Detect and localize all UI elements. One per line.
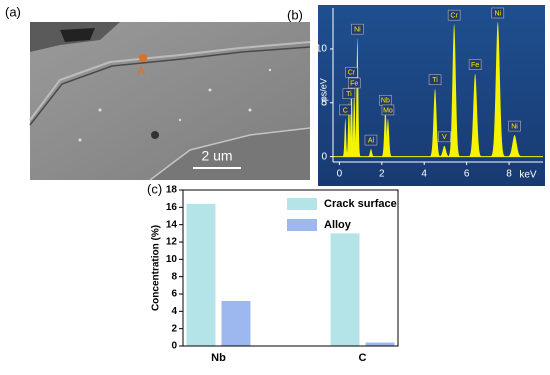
y-tick-label: 18 xyxy=(166,185,178,196)
peak xyxy=(345,102,353,157)
peak-label: Mo xyxy=(383,107,393,114)
x-tick-label: 0 xyxy=(337,169,343,180)
y-tick-label: 0 xyxy=(321,151,327,162)
legend-swatch xyxy=(287,198,317,210)
peak xyxy=(348,81,355,157)
legend-label: Alloy xyxy=(324,219,352,231)
peak xyxy=(342,118,349,157)
peak xyxy=(428,88,442,157)
peak xyxy=(353,38,361,157)
sem-image xyxy=(29,22,311,181)
peak-label-box xyxy=(438,131,451,143)
peak-label-box xyxy=(345,66,358,78)
legend-swatch xyxy=(287,219,317,231)
peak-label: Al xyxy=(368,137,375,144)
peak-label: C xyxy=(343,107,348,114)
peak xyxy=(380,109,390,157)
y-axis-title: cps/eV xyxy=(318,78,328,106)
bar xyxy=(365,342,395,346)
y-tick-label: 8 xyxy=(171,271,177,282)
peak-label: Ni xyxy=(511,123,518,130)
y-tick-label: 14 xyxy=(166,219,178,230)
panel-label: (b) xyxy=(287,7,303,22)
peak-label: Cr xyxy=(348,70,356,77)
peak-label: Fe xyxy=(350,80,358,87)
peak-label: Nb xyxy=(381,98,390,105)
peak-label-box xyxy=(364,134,378,146)
peak-label-box xyxy=(491,7,505,19)
x-tick-label: C xyxy=(359,352,367,364)
x-tick-label: Nb xyxy=(211,352,226,364)
y-tick-label: 2 xyxy=(171,323,177,334)
peak xyxy=(467,73,483,157)
y-tick-label: 10 xyxy=(316,44,328,55)
y-tick-label: 16 xyxy=(166,202,178,213)
bar-chart: (c) Nb C 0 2 4 6 8 10 12 14 16 18 Concentration (%) Cr… xyxy=(147,181,399,364)
peak-label-box xyxy=(347,77,361,89)
scale-bar-label: 2 um xyxy=(201,148,232,164)
x-tick-label: 6 xyxy=(464,169,470,180)
y-tick-label: 6 xyxy=(171,289,177,300)
x-tick-label: 8 xyxy=(506,169,512,180)
y-tick-label: 5 xyxy=(321,97,327,108)
peak-label: V xyxy=(442,134,447,141)
peak-label-box xyxy=(339,104,352,116)
peak-label: Ni xyxy=(354,26,361,33)
peak xyxy=(447,24,461,157)
peak xyxy=(383,118,393,157)
peak-label-box xyxy=(342,88,356,100)
y-tick-label: 10 xyxy=(166,254,178,265)
peak-label: Ti xyxy=(346,91,352,98)
peak-label: Ti xyxy=(432,77,438,84)
peak xyxy=(489,22,506,157)
y-tick-label: 12 xyxy=(166,237,178,248)
panel-label: (c) xyxy=(147,181,162,196)
spectrum: (b) C Ti Cr Fe Ni Al Nb Mo Ti V Cr Fe Ni Ni 0 2 4 6 8 0 5 10 cp… xyxy=(287,7,543,181)
point-label: A xyxy=(137,64,145,78)
peak xyxy=(350,92,358,157)
legend-label: Crack surface xyxy=(324,198,397,210)
peak-label: Cr xyxy=(450,12,458,19)
x-tick-label: 2 xyxy=(379,169,385,180)
peak-label-box xyxy=(508,120,521,132)
peak xyxy=(438,145,451,157)
y-axis-title: Concentration (%) xyxy=(151,225,162,311)
y-tick-label: 0 xyxy=(171,341,177,352)
peak-label: Fe xyxy=(471,62,479,69)
y-tick-label: 4 xyxy=(171,306,177,317)
bar xyxy=(186,203,216,346)
peak xyxy=(366,149,375,157)
peak-label-box xyxy=(468,59,482,70)
bar xyxy=(330,233,360,346)
peak-label-box xyxy=(428,74,442,86)
peak-label-box xyxy=(351,23,364,35)
peak xyxy=(505,135,524,157)
x-axis-title: keV xyxy=(519,170,537,181)
plot-frame xyxy=(182,189,399,347)
x-tick-label: 4 xyxy=(421,169,427,180)
bar xyxy=(221,300,251,346)
peak-label-box xyxy=(447,9,461,21)
peak-label-box xyxy=(381,104,395,116)
peak-label: Ni xyxy=(495,10,502,17)
panel-label: (a) xyxy=(5,4,21,19)
